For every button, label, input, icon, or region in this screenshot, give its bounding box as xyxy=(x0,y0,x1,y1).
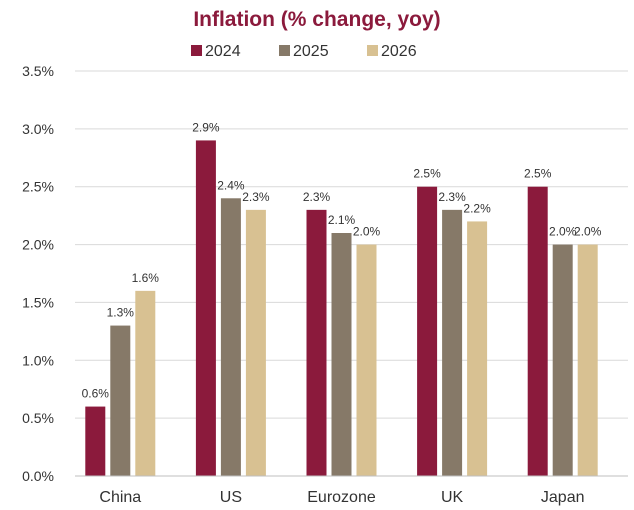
y-axis: 0.0% 0.5% 1.0% 1.5% 2.0% 2.5% 3.0% 3.5% xyxy=(22,63,54,484)
bar-japan-2024 xyxy=(527,186,548,476)
bar-uk-2026 xyxy=(467,221,488,476)
x-category-label: China xyxy=(99,489,141,506)
data-label-japan-2025: 2.0% xyxy=(549,225,577,239)
y-tick-label: 1.5% xyxy=(22,294,54,310)
legend-label-2025: 2025 xyxy=(293,43,329,60)
y-tick-label: 3.0% xyxy=(22,121,54,137)
data-label-china-2025: 1.3% xyxy=(107,306,135,320)
y-tick-label: 3.5% xyxy=(22,63,54,79)
legend-label-2026: 2026 xyxy=(381,43,417,60)
chart-legend: 2024 2025 2026 xyxy=(191,43,417,60)
data-label-us-2026: 2.3% xyxy=(242,190,270,204)
data-label-eurozone-2025: 2.1% xyxy=(328,213,356,227)
data-label-japan-2026: 2.0% xyxy=(574,225,602,239)
data-label-eurozone-2026: 2.0% xyxy=(353,225,381,239)
x-category-label: Eurozone xyxy=(307,489,376,506)
x-category-label: Japan xyxy=(541,489,585,506)
data-label-uk-2025: 2.3% xyxy=(438,190,466,204)
bar-china-2024 xyxy=(85,406,106,476)
data-label-uk-2026: 2.2% xyxy=(463,201,491,215)
y-tick-label: 1.0% xyxy=(22,352,54,368)
bar-group xyxy=(85,140,598,477)
data-label-china-2026: 1.6% xyxy=(132,271,160,285)
bar-china-2025 xyxy=(110,325,131,476)
data-labels: 0.6%1.3%1.6%2.9%2.4%2.3% 2.3%2.1%2.0%2.5%… xyxy=(82,120,602,400)
bar-us-2026 xyxy=(245,209,266,476)
bar-us-2024 xyxy=(195,140,216,476)
data-label-uk-2024: 2.5% xyxy=(413,167,441,181)
bar-uk-2025 xyxy=(442,209,463,476)
legend-label-2024: 2024 xyxy=(205,43,241,60)
bar-eurozone-2024 xyxy=(306,209,327,476)
bar-eurozone-2025 xyxy=(331,233,352,476)
y-tick-label: 0.5% xyxy=(22,410,54,426)
bar-uk-2024 xyxy=(417,186,438,476)
x-category-label: UK xyxy=(441,489,464,506)
bar-us-2025 xyxy=(220,198,241,477)
legend-swatch-2025 xyxy=(279,45,290,56)
data-label-us-2024: 2.9% xyxy=(192,120,220,134)
data-label-us-2025: 2.4% xyxy=(217,178,245,192)
data-label-japan-2024: 2.5% xyxy=(524,167,552,181)
x-category-label: US xyxy=(220,489,242,506)
bar-japan-2025 xyxy=(552,244,573,476)
chart-title: Inflation (% change, yoy) xyxy=(193,8,440,31)
y-tick-label: 0.0% xyxy=(22,468,54,484)
y-tick-label: 2.0% xyxy=(22,237,54,253)
y-tick-label: 2.5% xyxy=(22,179,54,195)
legend-swatch-2026 xyxy=(367,45,378,56)
bar-japan-2026 xyxy=(577,244,598,476)
bar-china-2026 xyxy=(135,290,156,476)
legend-swatch-2024 xyxy=(191,45,202,56)
x-axis: China US Eurozone UK Japan xyxy=(75,475,628,506)
data-label-eurozone-2024: 2.3% xyxy=(303,190,331,204)
data-label-china-2024: 0.6% xyxy=(82,387,110,401)
bar-eurozone-2026 xyxy=(356,244,377,476)
